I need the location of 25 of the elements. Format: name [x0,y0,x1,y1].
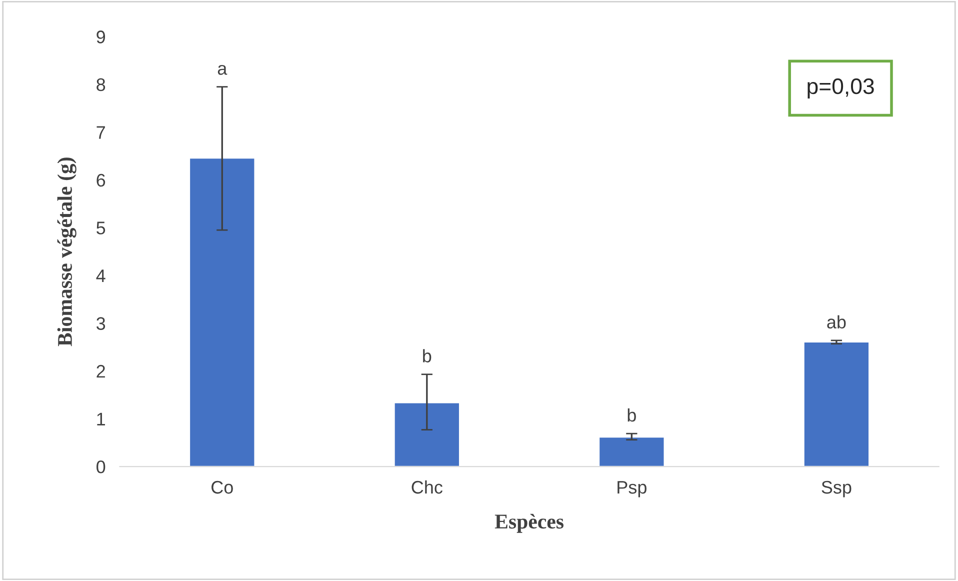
bar [598,436,666,467]
y-tick-label: 2 [96,364,105,378]
annotation: b [423,349,432,362]
y-axis-title: Biomasse végétale (g) [57,158,76,346]
annotation: b [628,408,636,422]
y-tick-label: 1 [97,412,105,426]
y-tick-label: 8 [96,78,106,92]
annotation: ab [827,315,846,329]
bar [188,157,256,467]
y-tick-label: 7 [96,126,105,139]
y-tick-label: 9 [96,30,106,44]
x-axis-title: Espèces [494,514,564,533]
annotation: a [218,64,228,75]
x-tick-label: Ssp [822,480,852,498]
x-tick-label: Chc [412,480,442,494]
y-tick-label: 0 [96,460,106,474]
x-tick-label: Psp [618,481,646,498]
bar [802,341,870,467]
y-tick-label: 6 [96,174,106,187]
y-tick-label: 5 [96,222,106,234]
annotation: p=0,03 [808,78,874,99]
y-tick-label: 4 [96,270,106,282]
x-tick-label: Co [212,480,233,494]
y-tick-label: 3 [96,317,106,330]
bar [393,402,460,467]
